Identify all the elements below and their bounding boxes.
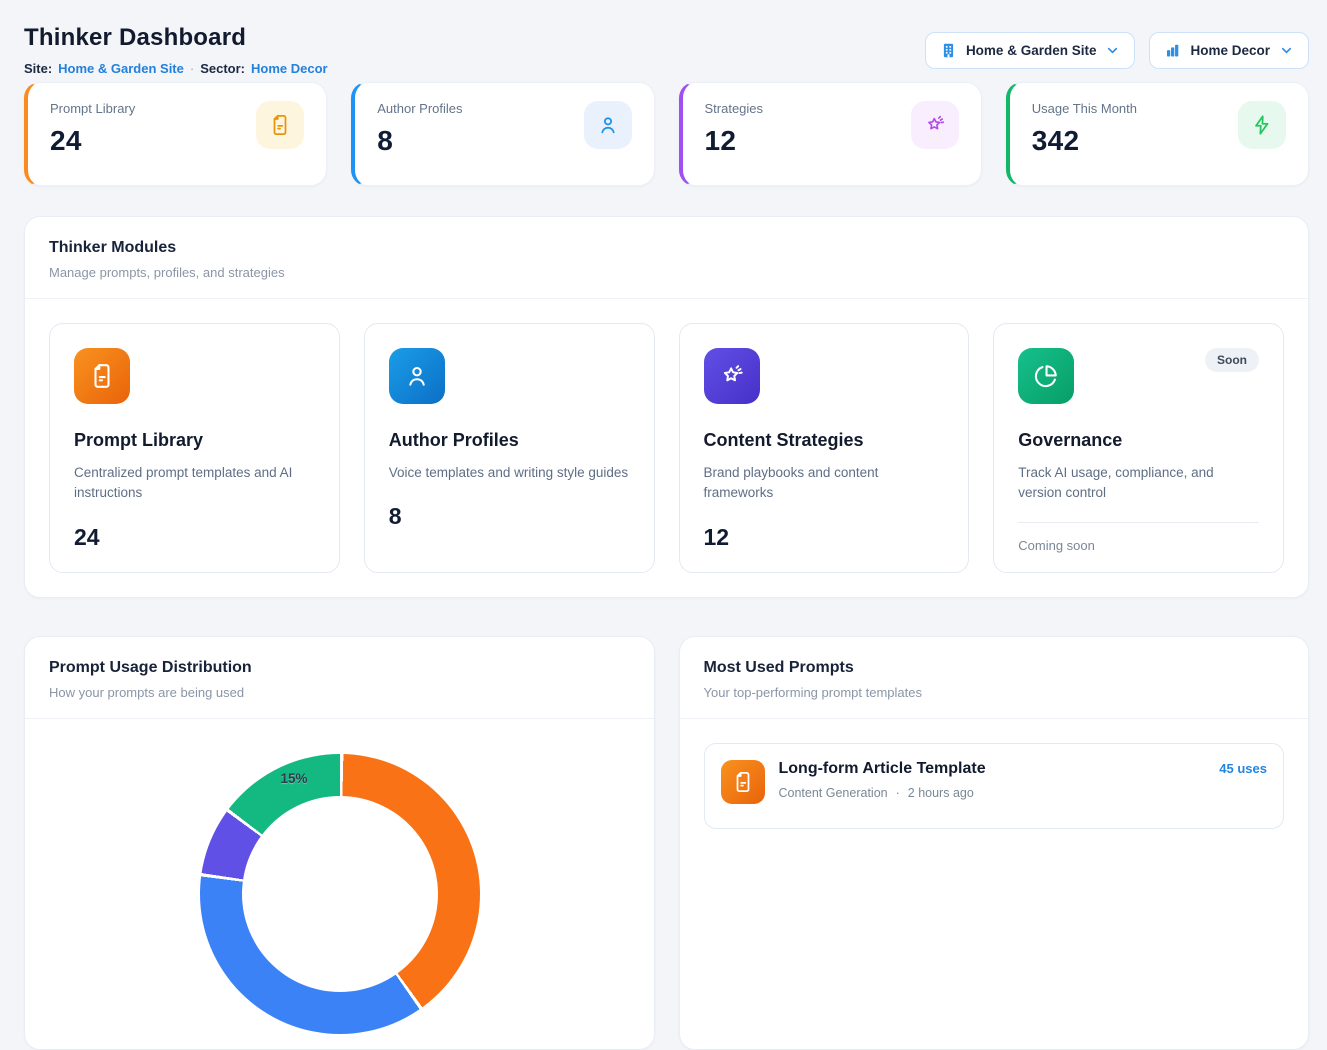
stat-label: Usage This Month (1032, 101, 1137, 116)
header-actions: Home & Garden Site Home Decor (925, 32, 1309, 69)
building-icon (940, 42, 957, 59)
bottom-row: Prompt Usage Distribution How your promp… (24, 636, 1309, 1050)
breadcrumb: Site: Home & Garden Site · Sector: Home … (24, 61, 328, 76)
stat-label: Strategies (705, 101, 764, 116)
document-icon (74, 348, 130, 404)
prompts-panel-title: Most Used Prompts (704, 659, 1285, 677)
stat-value: 24 (50, 125, 135, 157)
usage-doughnut-chart[interactable]: 15% (200, 754, 480, 1034)
module-count: 12 (704, 524, 945, 551)
usage-distribution-panel: Prompt Usage Distribution How your promp… (24, 636, 655, 1050)
module-card-author-profiles[interactable]: Author Profiles Voice templates and writ… (364, 323, 655, 573)
stat-card-author-profiles[interactable]: Author Profiles 8 (351, 82, 654, 186)
module-title: Content Strategies (704, 430, 945, 451)
prompt-list-item[interactable]: Long-form Article Template 45 uses Conte… (704, 743, 1285, 829)
soon-badge: Soon (1205, 348, 1259, 372)
usage-chart-area: 15% (25, 719, 654, 1049)
stat-value: 12 (705, 125, 764, 157)
person-icon (389, 348, 445, 404)
page-header: Thinker Dashboard Site: Home & Garden Si… (24, 24, 1309, 76)
lightning-icon (1238, 101, 1286, 149)
stat-card-strategies[interactable]: Strategies 12 (679, 82, 982, 186)
breadcrumb-separator: · (190, 61, 194, 76)
sector-label: Sector: (200, 61, 245, 76)
page-title: Thinker Dashboard (24, 24, 328, 52)
chevron-down-icon (1105, 43, 1120, 58)
prompt-timestamp: 2 hours ago (908, 786, 974, 800)
module-title: Prompt Library (74, 430, 315, 451)
stat-label: Prompt Library (50, 101, 135, 116)
thinker-modules-panel: Thinker Modules Manage prompts, profiles… (24, 216, 1309, 598)
module-footer: Coming soon (1018, 538, 1259, 553)
most-used-prompts-panel: Most Used Prompts Your top-performing pr… (679, 636, 1310, 1050)
document-icon (721, 760, 765, 804)
sector-selector-label: Home Decor (1190, 43, 1270, 58)
module-card-governance[interactable]: Soon Governance Track AI usage, complian… (993, 323, 1284, 573)
header-left: Thinker Dashboard Site: Home & Garden Si… (24, 24, 328, 76)
chevron-down-icon (1279, 43, 1294, 58)
modules-panel-subtitle: Manage prompts, profiles, and strategies (49, 265, 1284, 280)
modules-panel-title: Thinker Modules (49, 239, 1284, 257)
site-label: Site: (24, 61, 52, 76)
prompts-panel-subtitle: Your top-performing prompt templates (704, 685, 1285, 700)
module-title: Author Profiles (389, 430, 630, 451)
module-card-prompt-library[interactable]: Prompt Library Centralized prompt templa… (49, 323, 340, 573)
modules-grid: Prompt Library Centralized prompt templa… (25, 299, 1308, 597)
usage-panel-title: Prompt Usage Distribution (49, 659, 630, 677)
doughnut-slice-label: 15% (272, 771, 316, 786)
stat-card-usage[interactable]: Usage This Month 342 (1006, 82, 1309, 186)
module-description: Track AI usage, compliance, and version … (1018, 463, 1259, 504)
prompt-list: Long-form Article Template 45 uses Conte… (680, 719, 1309, 853)
stat-value: 8 (377, 125, 462, 157)
meta-separator: · (896, 786, 900, 800)
sparkle-star-icon (911, 101, 959, 149)
site-link[interactable]: Home & Garden Site (58, 61, 184, 76)
sector-link[interactable]: Home Decor (251, 61, 328, 76)
module-description: Centralized prompt templates and AI inst… (74, 463, 315, 504)
module-card-content-strategies[interactable]: Content Strategies Brand playbooks and c… (679, 323, 970, 573)
module-title: Governance (1018, 430, 1259, 451)
site-selector-label: Home & Garden Site (966, 43, 1097, 58)
sector-selector-button[interactable]: Home Decor (1149, 32, 1309, 69)
stat-value: 342 (1032, 125, 1137, 157)
sparkle-star-icon (704, 348, 760, 404)
module-count: 24 (74, 524, 315, 551)
stats-row: Prompt Library 24 Author Profiles 8 (24, 82, 1309, 186)
prompt-category: Content Generation (779, 786, 888, 800)
document-icon (256, 101, 304, 149)
bar-chart-icon (1164, 42, 1181, 59)
module-description: Brand playbooks and content frameworks (704, 463, 945, 504)
prompt-title: Long-form Article Template (779, 760, 986, 778)
module-count: 8 (389, 503, 630, 530)
person-icon (584, 101, 632, 149)
usage-panel-subtitle: How your prompts are being used (49, 685, 630, 700)
pie-chart-icon (1018, 348, 1074, 404)
stat-label: Author Profiles (377, 101, 462, 116)
divider (1018, 522, 1259, 523)
module-description: Voice templates and writing style guides (389, 463, 630, 483)
prompt-uses-count: 45 uses (1219, 761, 1267, 776)
site-selector-button[interactable]: Home & Garden Site (925, 32, 1136, 69)
stat-card-prompt-library[interactable]: Prompt Library 24 (24, 82, 327, 186)
